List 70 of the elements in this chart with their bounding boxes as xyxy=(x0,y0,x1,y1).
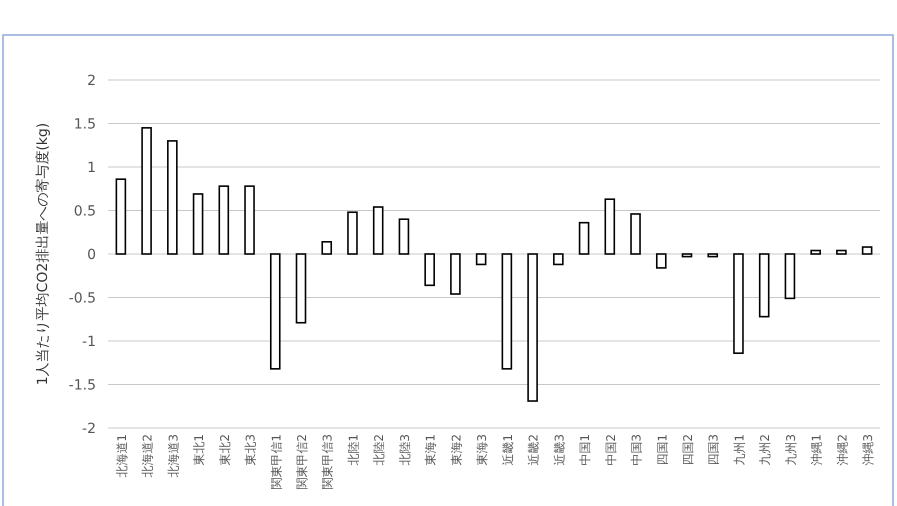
bar xyxy=(296,253,306,324)
x-tick-label: 近畿3 xyxy=(552,434,566,466)
bar xyxy=(604,198,616,255)
x-tick-label: 北海道1 xyxy=(114,434,129,478)
bar xyxy=(578,222,590,255)
x-tick-label: 北陸3 xyxy=(398,434,412,466)
x-tick-label: 東北1 xyxy=(192,434,206,466)
x-tick-label: 関東甲信3 xyxy=(320,434,335,490)
x-tick-label: 九州3 xyxy=(784,434,798,466)
y-tick-label: 2 xyxy=(87,73,96,89)
bar xyxy=(630,213,641,255)
x-tick-label: 中国1 xyxy=(578,434,592,466)
x-tick-label: 東海2 xyxy=(449,434,464,466)
bar xyxy=(656,253,667,269)
y-tick-label: 0 xyxy=(87,247,96,263)
bar xyxy=(862,246,872,255)
x-tick-label: 四国3 xyxy=(706,434,721,466)
bar xyxy=(218,185,230,255)
x-tick-label: 中国3 xyxy=(630,434,644,466)
bar xyxy=(192,193,204,255)
bar xyxy=(553,253,564,266)
bar xyxy=(398,218,410,255)
x-tick-label: 近畿1 xyxy=(500,434,515,466)
x-tick-label: 九州1 xyxy=(732,434,746,466)
bar xyxy=(141,127,152,255)
x-tick-label: 東海1 xyxy=(424,434,438,466)
y-tick-label: -2 xyxy=(82,421,96,437)
x-tick-label: 東北2 xyxy=(218,434,232,466)
y-axis-title: 1人当たり平均CO2排出量への寄与度(kg) xyxy=(35,122,51,386)
bar xyxy=(810,250,821,255)
bar xyxy=(682,253,692,258)
bar xyxy=(502,253,512,370)
y-tick-label: 1.5 xyxy=(74,116,96,132)
bar xyxy=(424,253,435,286)
x-tick-label: 関東甲信2 xyxy=(295,434,309,490)
bar xyxy=(450,253,461,295)
bar xyxy=(116,178,126,255)
x-tick-label: 九州2 xyxy=(758,434,772,466)
bar xyxy=(270,253,281,370)
x-tick-label: 沖縄1 xyxy=(810,434,824,466)
bar xyxy=(244,185,255,255)
x-tick-label: 四国1 xyxy=(655,434,670,466)
x-tick-label: 四国2 xyxy=(681,434,695,466)
x-tick-label: 北海道3 xyxy=(166,434,180,478)
x-tick-label: 近畿2 xyxy=(526,434,541,466)
bar xyxy=(347,211,358,255)
bar xyxy=(321,241,332,255)
x-tick-label: 北陸2 xyxy=(372,434,386,466)
bar xyxy=(372,206,384,255)
bar xyxy=(836,250,847,255)
bar xyxy=(707,253,718,258)
y-tick-label: -0.5 xyxy=(68,290,96,306)
bar xyxy=(476,253,486,266)
y-tick-label: -1 xyxy=(82,334,96,350)
x-tick-label: 沖縄2 xyxy=(835,434,850,466)
x-tick-label: 東北3 xyxy=(244,434,258,466)
x-tick-label: 沖縄3 xyxy=(861,434,876,466)
x-tick-label: 東海3 xyxy=(475,434,490,466)
x-tick-label: 北陸1 xyxy=(346,434,360,466)
x-tick-label: 中国2 xyxy=(604,434,618,466)
y-tick-label: -1.5 xyxy=(68,378,96,394)
bar xyxy=(758,253,770,318)
x-tick-label: 関東甲信1 xyxy=(269,434,284,490)
bar xyxy=(167,140,178,255)
y-tick-label: 1 xyxy=(87,160,96,176)
bar xyxy=(784,253,796,300)
x-tick-label: 北海道2 xyxy=(140,434,155,478)
y-tick-label: 0.5 xyxy=(74,204,96,220)
bar xyxy=(733,253,744,354)
bar xyxy=(527,253,538,402)
